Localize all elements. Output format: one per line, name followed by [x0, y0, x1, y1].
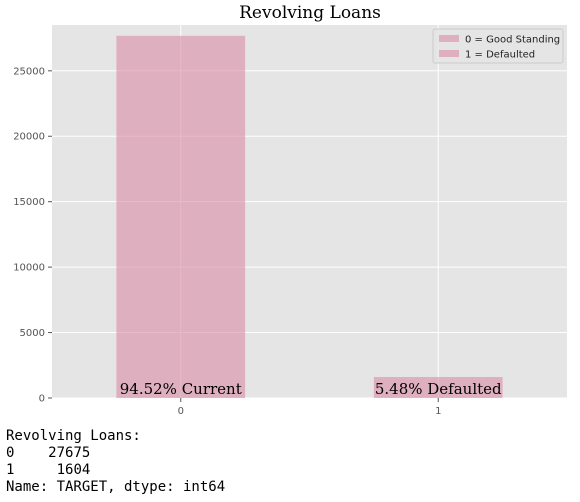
console-row-0: 0 27675: [6, 445, 90, 461]
bar-label-1: 5.48% Defaulted: [375, 380, 502, 398]
x-tick-label-1: 1: [435, 406, 441, 417]
console-row-1-value: 1604: [56, 462, 91, 478]
console-row-0-value: 27675: [48, 445, 91, 461]
y-tick-label-5: 25000: [13, 66, 45, 77]
legend-swatch-0: [439, 35, 459, 42]
chart-title: Revolving Loans: [239, 3, 381, 23]
y-tick-label-0: 0: [39, 394, 45, 405]
y-tick-label-4: 20000: [13, 132, 45, 143]
console-row-0-index: 0: [6, 445, 15, 461]
console-row-1-index: 1: [6, 462, 15, 478]
console-row-1: 1 1604: [6, 462, 90, 478]
legend: 0 = Good Standing 1 = Defaulted: [432, 28, 564, 64]
bar-0: [116, 35, 246, 399]
console-footer: Name: TARGET, dtype: int64: [6, 479, 226, 495]
console-header: Revolving Loans:: [6, 428, 141, 444]
console-output: Revolving Loans: 0 27675 1 1604 Name: TA…: [6, 428, 225, 496]
bar-chart: Revolving Loans 0 5000 10000 15000 20000 2500…: [13, 3, 567, 417]
legend-box: [432, 28, 564, 64]
y-axis-ticks: 0 5000 10000 15000 20000 25000: [13, 66, 52, 405]
chart-container: Revolving Loans 0 5000 10000 15000 20000 2500…: [13, 3, 567, 417]
y-tick-label-1: 5000: [20, 328, 45, 339]
bar-label-0: 94.52% Current: [120, 380, 242, 398]
y-tick-label-3: 15000: [13, 197, 45, 208]
bar-labels: 94.52% Current 5.48% Defaulted: [120, 380, 502, 398]
legend-entry-0: 0 = Good Standing: [465, 35, 560, 46]
legend-entry-1: 1 = Defaulted: [465, 50, 535, 61]
y-tick-label-2: 10000: [13, 263, 45, 274]
bar-1: [373, 377, 503, 398]
bars: [116, 35, 503, 399]
x-tick-label-0: 0: [178, 406, 184, 417]
legend-swatch-1: [439, 50, 459, 57]
